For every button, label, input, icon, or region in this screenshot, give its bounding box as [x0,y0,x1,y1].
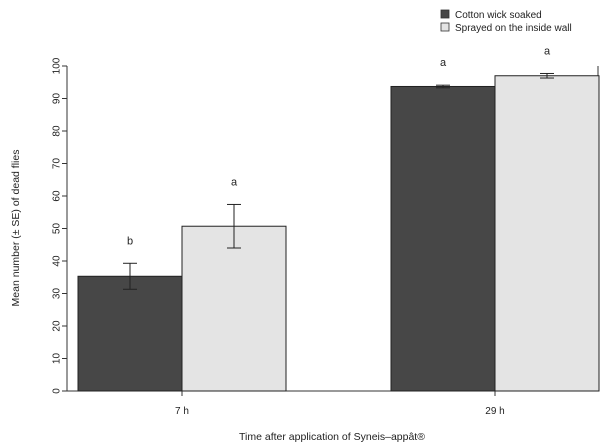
sig-letter-cotton-wick-29h: a [440,57,447,69]
bar-sprayed-wall-7h [181,225,287,392]
y-tick-label-20: 20 [52,320,63,332]
y-axis-title: Mean number (± SE) of dead flies [10,150,22,307]
bars [77,75,600,392]
legend-label-sprayed-wall: Sprayed on the inside wall [455,23,572,34]
sig-letter-sprayed-wall-7h: a [231,176,238,188]
sig-letter-cotton-wick-7h: b [127,235,133,247]
x-tick-label-29h: 29 h [485,406,504,417]
y-tick-label-10: 10 [52,353,63,365]
y-tick-label-80: 80 [52,125,63,137]
y-axis-ticks: 0 10 20 30 40 50 60 70 80 90 100 [52,57,67,394]
y-tick-label-40: 40 [52,255,63,267]
bar-sprayed-wall-29h [494,75,600,392]
errorbar-sprayed-wall-7h [227,203,241,249]
errorbar-cotton-wick-29h [436,84,450,89]
x-axis-ticks: 7 h 29 h [175,391,505,417]
legend-swatch-sprayed-wall [440,22,450,32]
y-tick-label-70: 70 [52,158,63,170]
y-tick-label-100: 100 [52,57,63,74]
errorbar-sprayed-wall-29h [540,72,554,79]
y-tick-label-30: 30 [52,288,63,300]
bar-cotton-wick-29h [390,85,496,392]
y-tick-label-50: 50 [52,223,63,235]
bar-cotton-wick-7h [77,275,183,392]
y-tick-label-90: 90 [52,93,63,105]
plot-area: 0 10 20 30 40 50 60 70 80 90 100 7 h 29 h b a a a [52,45,600,417]
legend-swatch-cotton-wick [440,9,450,19]
y-tick-label-60: 60 [52,190,63,202]
legend-label-cotton-wick: Cotton wick soaked [455,10,542,21]
legend: Cotton wick soaked Sprayed on the inside… [440,9,572,34]
x-axis-title: Time after application of Syneis–appât® [239,431,425,443]
x-tick-label-7h: 7 h [175,406,189,417]
errorbar-cotton-wick-7h [123,262,137,290]
error-bars [123,72,554,290]
y-tick-label-0: 0 [52,388,63,394]
sig-letter-sprayed-wall-29h: a [544,45,551,57]
significance-letters: b a a a [127,45,551,247]
